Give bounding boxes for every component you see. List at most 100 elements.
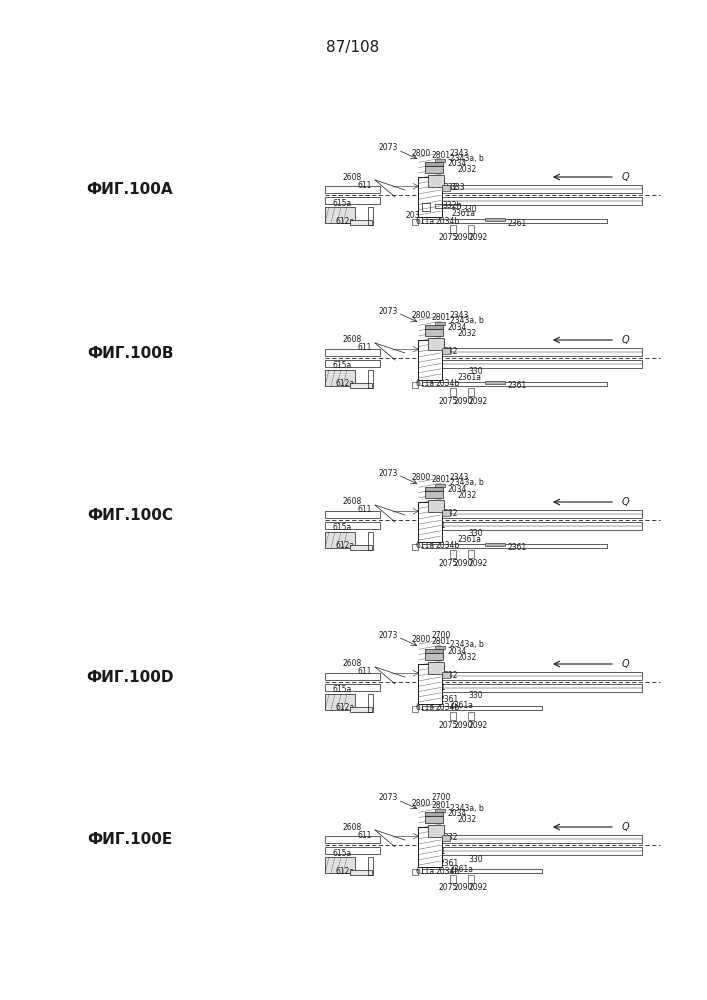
Text: 2608: 2608 xyxy=(343,660,362,668)
Text: 2032: 2032 xyxy=(458,165,477,174)
Text: 332h: 332h xyxy=(442,202,462,211)
Text: 2608: 2608 xyxy=(343,497,362,506)
Text: 2092: 2092 xyxy=(468,558,488,568)
Bar xyxy=(422,869,542,873)
Text: Q: Q xyxy=(622,335,630,345)
Text: 611: 611 xyxy=(358,506,372,514)
Bar xyxy=(422,382,607,386)
Text: 2800: 2800 xyxy=(412,636,431,645)
Text: 332: 332 xyxy=(443,670,457,680)
Text: 33a: 33a xyxy=(431,664,445,672)
Bar xyxy=(368,207,373,225)
Bar xyxy=(428,500,444,512)
Bar xyxy=(468,388,474,396)
Bar xyxy=(442,348,450,354)
Bar xyxy=(325,694,355,710)
Bar xyxy=(450,550,456,558)
Text: 2343a, b: 2343a, b xyxy=(450,641,484,650)
Text: 2075: 2075 xyxy=(438,558,457,568)
Text: 611: 611 xyxy=(358,180,372,190)
Bar xyxy=(425,816,443,823)
Bar xyxy=(428,175,444,187)
Text: 33a: 33a xyxy=(431,176,445,186)
Bar xyxy=(442,672,642,680)
Bar xyxy=(442,360,642,368)
Text: Q: Q xyxy=(622,659,630,669)
Bar xyxy=(422,706,542,710)
Bar xyxy=(418,664,442,704)
Bar xyxy=(450,388,456,396)
Bar xyxy=(425,653,443,660)
Text: 2090: 2090 xyxy=(453,396,473,406)
Bar xyxy=(435,204,460,208)
Text: 612a: 612a xyxy=(336,217,355,226)
Text: 2075: 2075 xyxy=(438,884,457,892)
Text: 2800: 2800 xyxy=(412,148,431,157)
Bar xyxy=(442,197,642,205)
Text: 2034: 2034 xyxy=(448,485,467,493)
Text: ФИГ.100B: ФИГ.100B xyxy=(87,346,173,360)
Text: 2700: 2700 xyxy=(432,794,451,802)
Bar xyxy=(325,349,380,356)
Bar xyxy=(412,544,418,550)
Text: 2073: 2073 xyxy=(378,306,397,316)
Text: 2075: 2075 xyxy=(438,396,457,406)
Bar xyxy=(442,510,642,518)
Text: 2092: 2092 xyxy=(468,884,488,892)
Text: 2343: 2343 xyxy=(450,312,469,320)
Bar xyxy=(368,857,373,875)
Text: 2361a: 2361a xyxy=(450,864,474,874)
Text: 2361a: 2361a xyxy=(458,373,482,382)
Text: 2092: 2092 xyxy=(468,720,488,730)
Text: 332: 332 xyxy=(443,184,457,192)
Text: 2090: 2090 xyxy=(453,233,473,242)
Text: 2090: 2090 xyxy=(453,558,473,568)
Bar xyxy=(442,348,642,356)
Text: 332: 332 xyxy=(443,508,457,518)
Bar xyxy=(325,197,380,204)
Text: 2090: 2090 xyxy=(453,884,473,892)
Text: 2343a, b: 2343a, b xyxy=(450,804,484,812)
Text: 2073: 2073 xyxy=(378,143,397,152)
Bar xyxy=(468,550,474,558)
Text: 612a: 612a xyxy=(336,379,355,388)
Bar xyxy=(325,684,380,691)
Bar xyxy=(425,491,443,498)
Text: 615a: 615a xyxy=(333,361,352,370)
Text: 330: 330 xyxy=(462,205,477,214)
Text: Q: Q xyxy=(622,497,630,507)
Text: 611: 611 xyxy=(432,684,446,692)
Bar xyxy=(325,360,380,367)
Text: 2032: 2032 xyxy=(458,328,477,338)
Text: 2361: 2361 xyxy=(508,544,527,552)
Text: 87/108: 87/108 xyxy=(327,40,380,55)
Bar xyxy=(435,159,445,162)
Text: 2800: 2800 xyxy=(412,312,431,320)
Bar xyxy=(425,325,443,329)
Bar xyxy=(325,532,355,548)
Bar xyxy=(412,382,418,388)
Bar xyxy=(350,707,372,712)
Bar xyxy=(412,706,418,712)
Bar xyxy=(412,869,418,875)
Bar xyxy=(442,185,642,193)
Text: 2801: 2801 xyxy=(432,476,451,485)
Text: 612a: 612a xyxy=(336,866,355,876)
Text: 2361a: 2361a xyxy=(452,210,476,219)
Bar xyxy=(350,383,372,388)
Bar xyxy=(425,166,443,173)
Bar xyxy=(435,809,445,812)
Bar xyxy=(350,545,372,550)
Text: 2073: 2073 xyxy=(378,794,397,802)
Text: 2361a: 2361a xyxy=(458,536,482,544)
Text: 2034: 2034 xyxy=(448,159,467,168)
Text: 611a: 611a xyxy=(415,542,434,550)
Text: ФИГ.100E: ФИГ.100E xyxy=(88,832,173,848)
Bar xyxy=(425,487,443,491)
Bar xyxy=(468,875,474,883)
Text: 2343a, b: 2343a, b xyxy=(450,316,484,326)
Text: 2608: 2608 xyxy=(343,172,362,182)
Text: 2343a, b: 2343a, b xyxy=(450,153,484,162)
Bar xyxy=(422,219,607,223)
Bar xyxy=(442,847,642,855)
